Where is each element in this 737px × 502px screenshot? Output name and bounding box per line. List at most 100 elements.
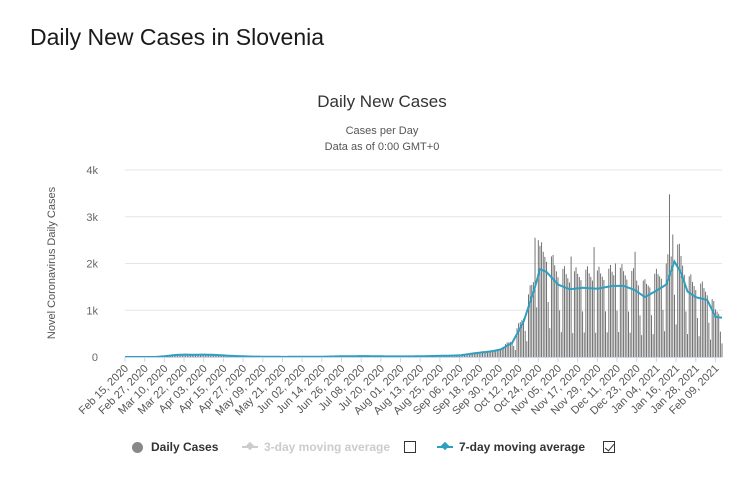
daily-cases-bar [670, 256, 672, 357]
daily-cases-bar [514, 349, 516, 357]
legend-line-icon [437, 446, 453, 448]
y-axis-label: Novel Coronavirus Daily Cases [46, 186, 58, 339]
daily-cases-bar [626, 279, 628, 357]
y-tick-label: 0 [92, 352, 98, 364]
daily-cases-bar [560, 332, 562, 357]
daily-cases-bar [495, 350, 497, 357]
daily-cases-bar [719, 331, 721, 357]
daily-cases-bar [591, 280, 593, 357]
y-tick-label: 4k [86, 165, 98, 177]
daily-cases-bar [541, 242, 543, 357]
daily-cases-bar [175, 355, 177, 357]
daily-cases-bar [214, 354, 216, 357]
daily-cases-bar [468, 353, 470, 357]
daily-cases-bar [204, 354, 206, 357]
moving-average-7day-line [125, 259, 723, 358]
daily-cases-bar [487, 351, 488, 357]
daily-cases-bar [506, 342, 508, 357]
checkbox-3day-average-icon[interactable] [404, 441, 417, 453]
daily-cases-bar [501, 348, 503, 357]
daily-cases-bar [536, 307, 538, 357]
daily-cases-bar [639, 315, 641, 357]
daily-cases-bar [531, 284, 533, 357]
daily-cases-bar [660, 278, 662, 357]
daily-cases-bar [500, 349, 502, 357]
daily-cases-bar [195, 354, 196, 357]
daily-cases-bar [692, 281, 693, 357]
daily-cases-bar [641, 335, 643, 357]
daily-cases-bar [208, 354, 210, 357]
daily-cases-bar [619, 267, 621, 357]
legend-item-daily-cases[interactable]: Daily Cases [132, 440, 218, 454]
daily-cases-bar [637, 285, 639, 357]
daily-cases-bar [570, 256, 572, 357]
daily-cases-bar [613, 275, 615, 357]
daily-cases-bar [193, 354, 195, 357]
daily-cases-bar [178, 354, 180, 357]
daily-cases-bar [587, 266, 588, 357]
daily-cases-bar [503, 347, 505, 357]
daily-cases-bar [651, 315, 652, 357]
daily-cases-bar [516, 328, 518, 357]
daily-cases-bar [588, 273, 590, 357]
daily-cases-bar [665, 263, 667, 357]
daily-cases-bar [191, 354, 193, 357]
daily-cases-bar [183, 354, 185, 357]
daily-cases-bar [621, 264, 623, 357]
daily-cases-bar [213, 354, 215, 357]
daily-cases-bar [505, 344, 506, 357]
legend-line-icon [242, 446, 258, 448]
daily-cases-bar [718, 313, 720, 357]
daily-cases-bar [578, 277, 580, 357]
daily-cases-bar [493, 350, 495, 357]
daily-cases-bar [705, 291, 707, 357]
daily-cases-bar [629, 332, 631, 357]
daily-cases-bar [490, 351, 492, 357]
y-axis-ticks: 0 1k 2k 3k 4k [86, 165, 98, 364]
checkbox-7day-average-icon[interactable] [603, 441, 616, 453]
daily-cases-bar [596, 270, 598, 357]
daily-cases-bar [685, 311, 687, 357]
daily-cases-bar [600, 273, 602, 357]
daily-cases-bar [700, 283, 702, 357]
daily-cases-bar [186, 354, 188, 357]
daily-cases-bar [537, 240, 539, 358]
daily-cases-bar [509, 341, 511, 357]
daily-cases-bar [590, 276, 592, 357]
daily-cases-bar [603, 279, 605, 357]
daily-cases-bar [569, 282, 570, 357]
page-heading: Daily New Cases in Slovenia [30, 24, 325, 50]
daily-cases-bar [555, 271, 557, 357]
daily-cases-bar [623, 271, 625, 357]
daily-cases-bar [203, 354, 205, 357]
daily-cases-bar [667, 254, 669, 357]
daily-cases-bar [701, 281, 703, 357]
legend-label-3day-average: 3-day moving average [264, 440, 391, 454]
daily-cases-bar [472, 353, 474, 357]
daily-cases-bar [677, 244, 679, 357]
daily-cases-bar [662, 309, 664, 357]
daily-cases-bar [636, 280, 638, 357]
daily-cases-bar [519, 322, 521, 357]
daily-cases-bar [693, 286, 695, 357]
daily-cases-bar [678, 243, 680, 357]
daily-cases-bar [716, 311, 718, 357]
legend-label-7day-average: 7-day moving average [459, 440, 586, 454]
daily-cases-bar [550, 256, 552, 357]
legend-item-7day-average[interactable]: 7-day moving average [437, 440, 616, 454]
daily-cases-bar [672, 234, 674, 357]
daily-cases-bar [585, 269, 587, 357]
daily-cases-bar [706, 295, 708, 357]
daily-cases-bar [575, 267, 577, 357]
daily-cases-bar [564, 266, 565, 357]
daily-cases-bar [554, 265, 556, 357]
legend-item-3day-average[interactable]: 3-day moving average [242, 440, 417, 454]
daily-cases-bar [511, 341, 513, 357]
daily-cases-bar [549, 328, 551, 357]
daily-cases-bar [177, 354, 178, 357]
daily-cases-bar [582, 311, 584, 357]
chart-title: Daily New Cases [317, 92, 446, 111]
daily-cases-bar [470, 353, 472, 357]
daily-cases-bar [480, 352, 482, 357]
